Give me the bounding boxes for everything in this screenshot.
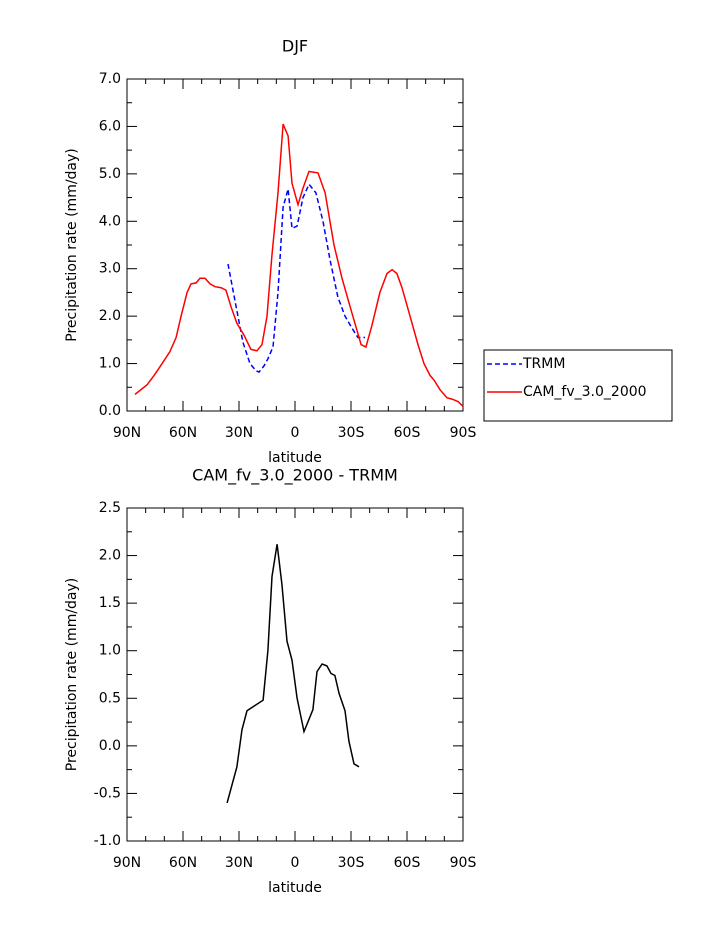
data-line [134,123,464,407]
y-tick-label: 4.0 [99,213,121,229]
plot-frame [126,507,464,842]
y-axis-label: Precipitation rate (mm/day) [64,578,80,772]
x-tick-label: 60N [169,425,197,441]
y-tick-label: 0.0 [99,738,121,754]
y-tick-label: -1.0 [94,833,121,849]
y-axis-label: Precipitation rate (mm/day) [64,148,80,342]
x-tick-label: 90N [113,425,141,441]
y-tick-label: 3.0 [99,261,121,277]
y-tick-label: 7.0 [99,71,121,87]
y-tick-label: 1.5 [99,595,121,611]
legend-box [483,349,673,422]
y-tick-label: 6.0 [99,118,121,134]
y-tick-label: 0.0 [99,403,121,419]
data-line [226,544,360,804]
legend-label: CAM_fv_3.0_2000 [523,384,647,400]
x-tick-label: 0 [291,425,300,441]
y-tick-label: 1.0 [99,356,121,372]
chart-title: DJF [282,37,308,56]
x-tick-label: 60N [169,855,197,871]
y-tick-label: 2.5 [99,500,121,516]
chart-title: CAM_fv_3.0_2000 - TRMM [192,466,398,486]
x-tick-label: 30N [225,855,253,871]
x-tick-label: 90S [450,425,477,441]
x-tick-label: 30N [225,425,253,441]
x-tick-label: 90N [113,855,141,871]
x-tick-label: 60S [394,425,421,441]
x-axis-label: latitude [268,880,322,896]
y-tick-label: -0.5 [94,785,121,801]
x-tick-label: 0 [291,855,300,871]
y-tick-label: 1.0 [99,643,121,659]
y-tick-label: 5.0 [99,166,121,182]
legend-label: TRMM [522,356,565,372]
data-line [227,182,365,374]
y-tick-label: 2.0 [99,548,121,564]
x-tick-label: 30S [338,855,365,871]
x-tick-label: 90S [450,855,477,871]
y-tick-label: 0.5 [99,690,121,706]
x-axis-label: latitude [268,450,322,466]
y-tick-label: 2.0 [99,308,121,324]
x-tick-label: 30S [338,425,365,441]
x-tick-label: 60S [394,855,421,871]
plot-frame [126,78,464,412]
